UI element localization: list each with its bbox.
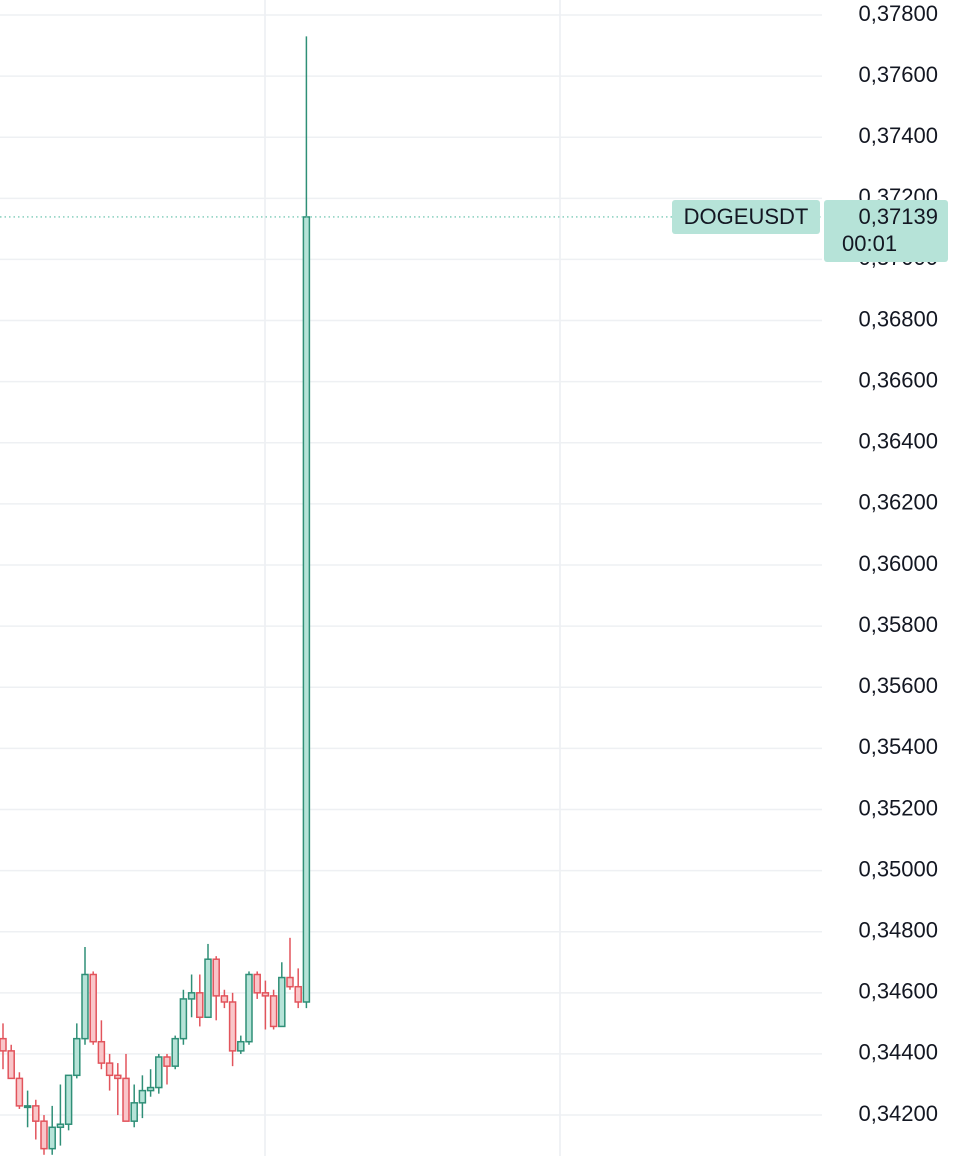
- y-tick-label: 0,34200: [858, 1101, 938, 1126]
- y-tick-label: 0,35000: [858, 856, 938, 881]
- candle-body: [179, 998, 188, 1040]
- candle-body: [187, 992, 196, 1000]
- price-badge: [824, 199, 948, 262]
- candle-body: [253, 973, 261, 994]
- candle-body: [15, 1077, 24, 1107]
- candle-body: [302, 216, 311, 1003]
- symbol-badge: [672, 199, 820, 234]
- candle-body: [23, 1105, 32, 1109]
- candle-body: [212, 958, 220, 997]
- candle-body: [245, 973, 253, 1043]
- candle-body: [73, 1037, 81, 1077]
- candle-body: [89, 973, 97, 1043]
- y-tick-label: 0,37600: [858, 62, 938, 87]
- y-tick-label: 0,36400: [858, 429, 938, 454]
- y-tick-label: 0,36600: [858, 367, 938, 392]
- candle-body: [146, 1086, 155, 1092]
- candle-body: [220, 995, 229, 1003]
- candle-body: [32, 1105, 40, 1122]
- countdown-label: 00:01: [842, 231, 897, 256]
- y-tick-label: 0,36200: [858, 490, 938, 515]
- candle-body: [228, 1001, 237, 1052]
- candle-body: [40, 1120, 48, 1150]
- y-tick-label: 0,37400: [858, 123, 938, 148]
- last-price-label: 0,37139: [858, 204, 938, 229]
- candle-body: [204, 958, 212, 1019]
- candle-body: [64, 1074, 73, 1125]
- candle-body: [122, 1077, 130, 1122]
- candle-body: [138, 1089, 147, 1104]
- y-tick-label: 0,34600: [858, 979, 938, 1004]
- y-tick-label: 0,36000: [858, 551, 938, 576]
- candle-body: [105, 1062, 114, 1077]
- candle-body: [0, 1037, 7, 1052]
- candle-body: [114, 1074, 122, 1080]
- y-tick-label: 0,36800: [858, 306, 938, 331]
- y-tick-label: 0,35200: [858, 795, 938, 820]
- candle-body: [7, 1050, 15, 1080]
- candle-body: [155, 1056, 163, 1089]
- y-tick-label: 0,37800: [858, 1, 938, 26]
- y-tick-label: 0,35800: [858, 612, 938, 637]
- candle-body: [294, 985, 302, 1003]
- candle-body: [269, 995, 278, 1028]
- candle-body: [81, 973, 89, 1040]
- candle-body: [171, 1037, 179, 1067]
- y-tick-label: 0,34800: [858, 918, 938, 943]
- candle-body: [278, 976, 286, 1028]
- candle-body: [286, 976, 294, 988]
- candle-body: [48, 1126, 56, 1150]
- symbol-label: DOGEUSDT: [684, 204, 809, 229]
- y-tick-label: 0,34400: [858, 1040, 938, 1065]
- candle-body: [130, 1102, 138, 1122]
- candle-body: [56, 1123, 65, 1129]
- y-tick-label: 0,35600: [858, 673, 938, 698]
- candle-body: [97, 1040, 106, 1064]
- y-tick-label: 0,35400: [858, 734, 938, 759]
- candle-body: [163, 1056, 171, 1067]
- candle-body: [237, 1040, 245, 1052]
- candle-body: [196, 992, 204, 1019]
- candle-body: [261, 992, 270, 997]
